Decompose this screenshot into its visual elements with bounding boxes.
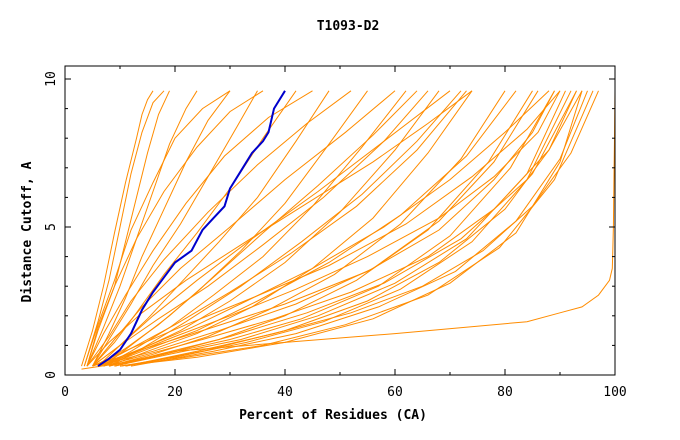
series-line-28 — [86, 90, 264, 367]
axis-layer: 0 20 40 60 80 100 0 5 10 — [44, 66, 627, 400]
series-line-34 — [119, 90, 583, 367]
series-line-10 — [103, 90, 407, 367]
series-line-9 — [97, 90, 368, 367]
series-layer — [81, 90, 616, 370]
series-line-1 — [81, 90, 154, 367]
highlight-series-line — [97, 90, 286, 367]
series-line-24 — [92, 90, 451, 367]
series-line-41 — [125, 90, 599, 367]
series-line-40 — [92, 90, 555, 367]
series-line-38 — [97, 90, 539, 367]
x-tick-label: 80 — [497, 385, 513, 400]
series-line-14 — [114, 90, 533, 367]
series-line-26 — [86, 90, 352, 367]
series-line-2 — [83, 90, 165, 367]
y-tick-label: 0 — [44, 371, 59, 379]
x-tick-label: 100 — [603, 385, 626, 400]
series-line-32 — [103, 90, 517, 367]
series-line-35 — [108, 90, 462, 367]
series-line-31 — [97, 90, 467, 367]
series-line-8 — [97, 90, 330, 367]
chart-title: T1093-D2 — [317, 19, 380, 34]
y-tick-label: 5 — [44, 223, 59, 231]
series-line-42 — [81, 90, 616, 370]
series-line-27 — [86, 90, 313, 367]
series-line-23 — [97, 90, 550, 367]
series-line-4 — [86, 90, 198, 367]
x-axis-title: Percent of Residues (CA) — [239, 408, 427, 423]
x-tick-label: 40 — [277, 385, 293, 400]
series-line-22 — [130, 90, 588, 367]
x-tick-label: 20 — [167, 385, 183, 400]
series-line-17 — [119, 90, 594, 367]
highlight-layer — [97, 90, 286, 367]
series-line-7 — [92, 90, 297, 367]
y-axis-title: Distance Cutoff, A — [20, 161, 35, 302]
series-line-5 — [92, 90, 231, 367]
series-line-20 — [108, 90, 572, 367]
series-line-19 — [103, 90, 583, 367]
series-line-37 — [92, 90, 561, 367]
series-line-3 — [86, 90, 170, 367]
series-line-6 — [92, 90, 258, 367]
series-line-25 — [92, 90, 396, 367]
x-tick-label: 60 — [387, 385, 403, 400]
series-line-39 — [86, 90, 473, 367]
series-line-36 — [103, 90, 418, 367]
series-line-33 — [114, 90, 566, 367]
y-tick-label: 10 — [44, 71, 59, 87]
series-line-29 — [83, 90, 231, 367]
x-tick-label: 0 — [61, 385, 69, 400]
series-line-18 — [97, 90, 561, 367]
